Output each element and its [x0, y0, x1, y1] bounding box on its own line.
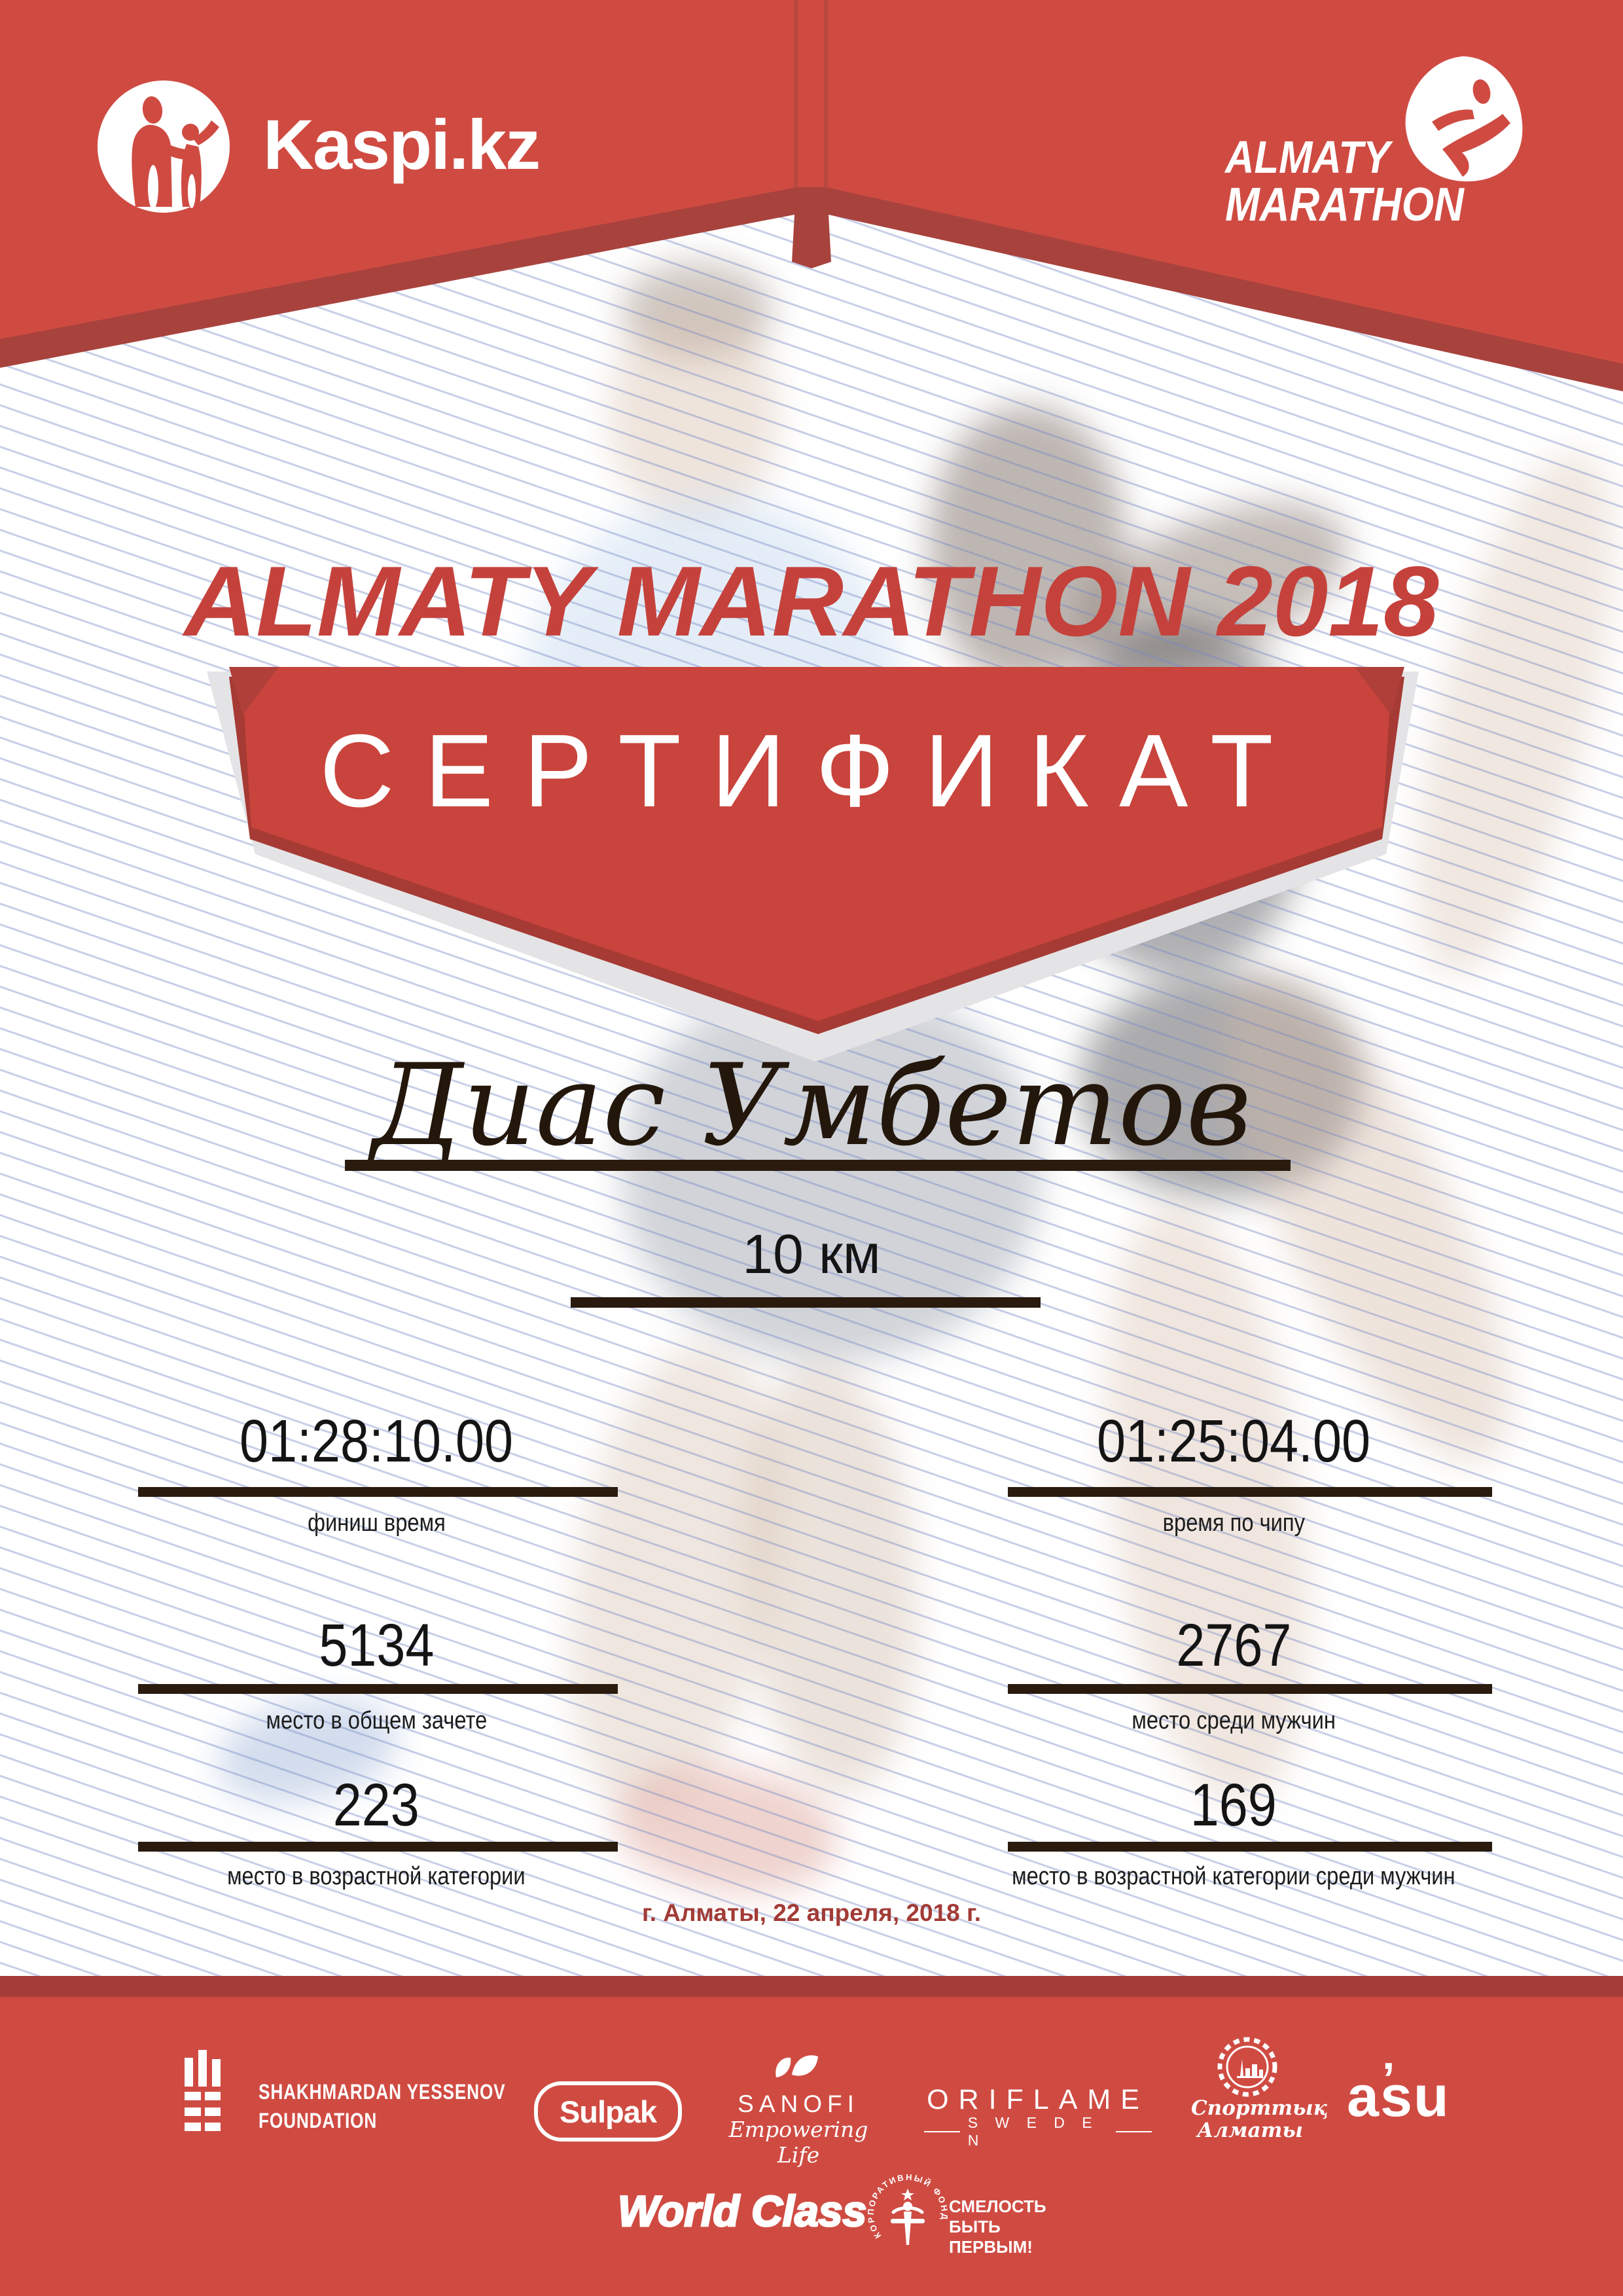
kaspi-wordmark: Kaspi.kz — [263, 105, 541, 184]
certificate-banner-label: СЕРТИФИКАТ — [319, 713, 1304, 829]
recipient-name: Диас Умбетов — [371, 1039, 1252, 1171]
chip-time-value: 01:25:04.00 — [1097, 1408, 1370, 1475]
overall-place-underline — [138, 1684, 618, 1694]
almaty-marathon-logo-line2: MARATHON — [1225, 179, 1464, 231]
sulpak-logo: Sulpak — [534, 2081, 682, 2142]
chip-time-underline — [1008, 1487, 1492, 1497]
age-place-label: место в возрастной категории — [227, 1863, 526, 1890]
footer-top-stripe — [0, 1976, 1623, 1997]
asu-letter-a: a — [1347, 2064, 1380, 2128]
gender-place-value: 2767 — [1175, 1612, 1292, 1679]
oriflame-rule-left — [924, 2131, 960, 2132]
courage-fund-line1: СМЕЛОСТЬ — [949, 2197, 1046, 2216]
chip-time-label: время по чипу — [1162, 1509, 1305, 1537]
overall-place-label: место в общем зачете — [266, 1707, 487, 1734]
asu-logo: a’ su — [1347, 2053, 1450, 2130]
sporttyk-line1: Спорттық — [1191, 2096, 1328, 2120]
distance-underline — [571, 1297, 1041, 1308]
sponsor-footer — [0, 1997, 1623, 2296]
yessenov-foundation-icon — [185, 2050, 221, 2131]
asu-letters-su: su — [1380, 2064, 1450, 2128]
sanofi-wordmark: SANOFI — [738, 2090, 859, 2117]
gender-place-label: место среди мужчин — [1132, 1707, 1336, 1734]
sporttyk-almaty-text: Спорттық Алматы — [1191, 2096, 1328, 2142]
almaty-marathon-logo-icon — [1405, 56, 1523, 182]
overall-place-value: 5134 — [318, 1612, 435, 1679]
courage-fund-line2: БЫТЬ — [949, 2217, 1001, 2236]
race-distance: 10 км — [742, 1223, 881, 1285]
event-title: ALMATY MARATHON 2018 — [184, 546, 1439, 657]
sulpak-wordmark: Sulpak — [559, 2094, 657, 2129]
courage-fund-star — [901, 2189, 914, 2200]
photo-silhouette-hair-man — [622, 262, 772, 360]
age-gender-place-label: место в возрастной категории среди мужчи… — [1012, 1863, 1455, 1890]
banner-shield — [229, 667, 1404, 1021]
banner-fold-right — [1355, 667, 1404, 715]
header-ribbon — [0, 0, 1623, 364]
header-ribbon-seam-left — [794, 0, 798, 188]
courage-fund-text: СМЕЛОСТЬ БЫТЬ ПЕРВЫМ! — [949, 2197, 1046, 2257]
finish-time-label: финиш время — [307, 1509, 446, 1537]
age-gender-place-value: 169 — [1190, 1772, 1277, 1839]
sanofi-icon — [776, 2055, 818, 2077]
gender-place-underline — [1008, 1684, 1492, 1694]
header-ribbon-seam-right — [824, 0, 828, 188]
age-place-underline — [138, 1842, 618, 1852]
almaty-marathon-logo-line1: ALMATY — [1225, 132, 1391, 183]
photo-silhouette-hair-woman — [929, 406, 1126, 687]
banner-fold-left — [229, 667, 279, 715]
asu-apostrophe: ’ — [1382, 2053, 1397, 2104]
world-class-logo: World Class — [617, 2186, 868, 2236]
age-gender-place-underline — [1008, 1842, 1492, 1852]
name-underline — [345, 1160, 1291, 1171]
age-place-value: 223 — [332, 1772, 420, 1839]
sporttyk-almaty-emblem — [1217, 2037, 1277, 2097]
kaspi-logo-icon — [98, 81, 230, 213]
oriflame-sweden-text: S W E D E N — [967, 2114, 1099, 2149]
sanofi-tagline: Empowering Life — [728, 2117, 868, 2168]
photo-silhouette-face-man — [609, 308, 779, 524]
oriflame-wordmark: ORIFLAME — [927, 2084, 1149, 2115]
oriflame-sweden-line: S W E D E N — [916, 2114, 1160, 2149]
finish-time-value: 01:28:10.00 — [240, 1408, 513, 1475]
oriflame-rule-right — [1116, 2131, 1152, 2132]
finish-time-underline — [138, 1487, 618, 1497]
courage-fund-icon: КОРПОРАТИВНЫЙ ФОНД — [868, 2174, 948, 2245]
courage-fund-line3: ПЕРВЫМ! — [949, 2237, 1033, 2257]
date-location: г. Алматы, 22 апреля, 2018 г. — [642, 1899, 981, 1926]
yessenov-foundation-line2: FOUNDATION — [259, 2109, 378, 2132]
yessenov-foundation-line1: SHAKHMARDAN YESSENOV — [259, 2080, 506, 2104]
sporttyk-line2: Алматы — [1197, 2119, 1303, 2142]
